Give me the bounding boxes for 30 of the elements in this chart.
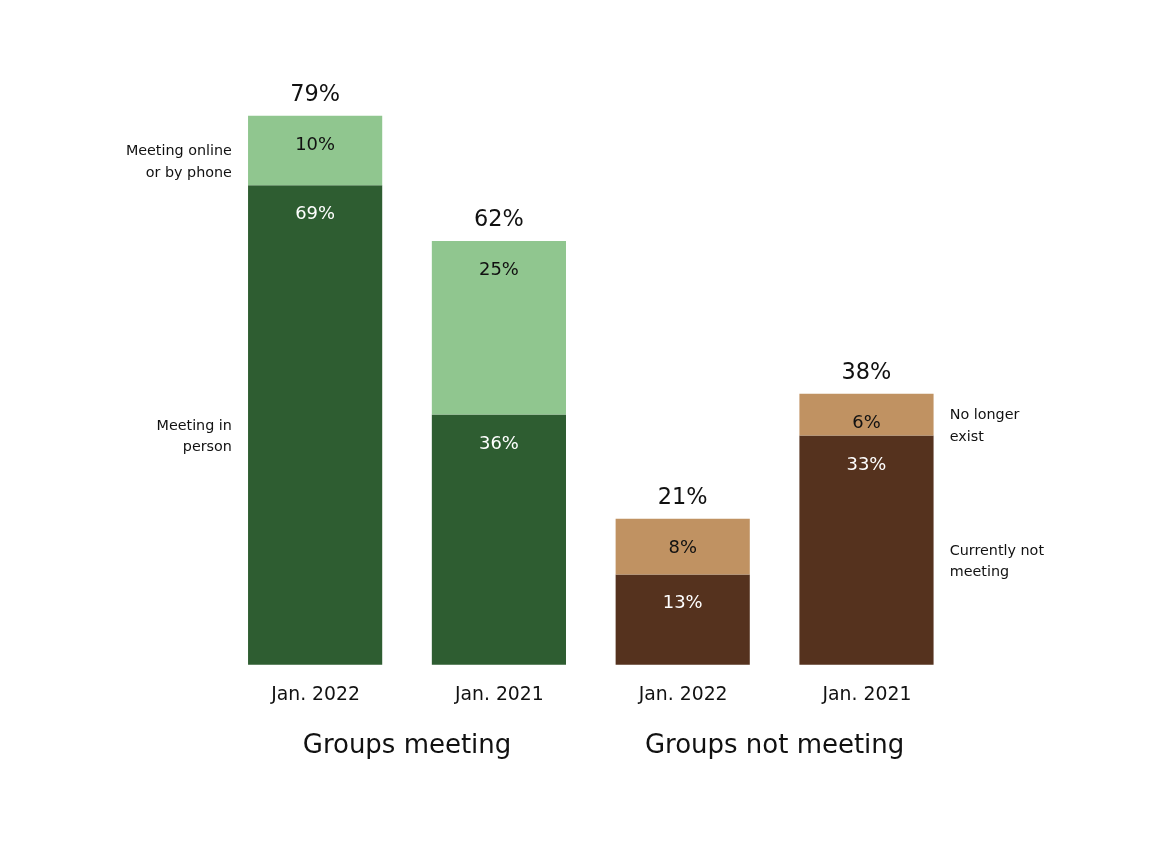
- total-label: 79%: [290, 79, 341, 106]
- series-label: Meeting online or by phone: [125, 142, 233, 180]
- x-tick-label: Jan. 2022: [270, 683, 360, 705]
- bar: [431, 414, 566, 665]
- bar: [615, 518, 750, 575]
- data-label: 13%: [662, 591, 703, 613]
- x-tick-label: Jan. 2021: [821, 683, 912, 705]
- total-label: 38%: [841, 357, 892, 384]
- text: Groups meeting: [302, 729, 512, 760]
- data-label: 25%: [478, 257, 519, 279]
- bar: [799, 435, 934, 665]
- total-label: 21%: [657, 482, 708, 509]
- series-label: Meeting in person: [156, 416, 232, 455]
- data-label: 6%: [852, 410, 881, 432]
- data-label: 33%: [846, 452, 887, 474]
- bar: [248, 115, 383, 186]
- bar: [799, 393, 934, 436]
- series-label: No longer exist: [949, 406, 1020, 444]
- total-label: 62%: [474, 204, 524, 231]
- data-label: 8%: [668, 535, 697, 557]
- x-tick-label: Jan. 2022: [637, 683, 728, 705]
- bar: [615, 574, 750, 665]
- bar: [248, 185, 383, 665]
- text: Groups not meeting: [644, 729, 905, 760]
- series-label: Currently not meeting: [949, 541, 1045, 580]
- data-label: 36%: [478, 431, 519, 453]
- x-tick-label: Jan. 2021: [453, 683, 544, 705]
- data-label: 69%: [295, 202, 336, 224]
- data-label: 10%: [295, 132, 336, 154]
- bar: [431, 240, 566, 415]
